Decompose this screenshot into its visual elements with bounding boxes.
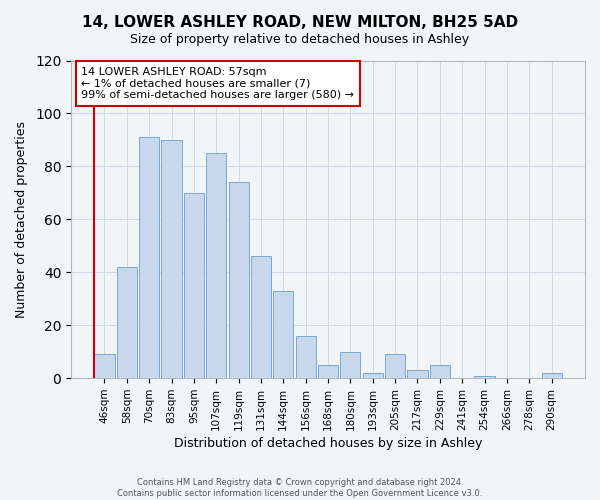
Bar [475, 376, 494, 378]
X-axis label: Distribution of detached houses by size in Ashley: Distribution of detached houses by size … [174, 437, 482, 450]
Bar [117, 267, 137, 378]
Text: Size of property relative to detached houses in Ashley: Size of property relative to detached ho… [130, 32, 470, 46]
Bar [362, 373, 383, 378]
Text: 14 LOWER ASHLEY ROAD: 57sqm
← 1% of detached houses are smaller (7)
99% of semi-: 14 LOWER ASHLEY ROAD: 57sqm ← 1% of deta… [82, 67, 355, 100]
Bar [184, 193, 204, 378]
Bar [139, 138, 159, 378]
Bar [206, 153, 226, 378]
Bar [273, 291, 293, 378]
Bar [251, 256, 271, 378]
Bar [340, 352, 361, 378]
Bar [229, 182, 248, 378]
Bar [296, 336, 316, 378]
Bar [430, 365, 450, 378]
Y-axis label: Number of detached properties: Number of detached properties [15, 121, 28, 318]
Bar [94, 354, 115, 378]
Bar [161, 140, 182, 378]
Text: 14, LOWER ASHLEY ROAD, NEW MILTON, BH25 5AD: 14, LOWER ASHLEY ROAD, NEW MILTON, BH25 … [82, 15, 518, 30]
Bar [385, 354, 405, 378]
Bar [407, 370, 428, 378]
Bar [318, 365, 338, 378]
Text: Contains HM Land Registry data © Crown copyright and database right 2024.
Contai: Contains HM Land Registry data © Crown c… [118, 478, 482, 498]
Bar [542, 373, 562, 378]
